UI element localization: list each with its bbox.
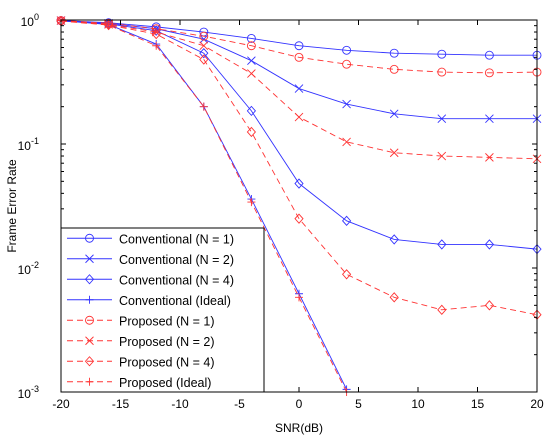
data-point [389, 48, 399, 58]
data-point [437, 304, 447, 315]
legend-swatch-marker [85, 254, 94, 264]
y-tick-label-exponent: -3 [31, 384, 39, 394]
y-axis-title: Frame Error Rate [5, 159, 19, 253]
data-point [484, 68, 494, 78]
legend-box [60, 227, 265, 393]
y-tick-label: 10-2 [18, 260, 39, 277]
y-tick-label: 10-3 [18, 384, 39, 401]
data-point [199, 102, 208, 111]
y-tick-label-exponent: 0 [34, 12, 39, 22]
data-point [437, 67, 447, 77]
data-point [437, 239, 447, 250]
y-tick-label: 100 [21, 12, 39, 29]
data-point [199, 54, 209, 65]
data-point [342, 59, 352, 69]
legend-swatch-marker [85, 233, 94, 243]
data-point [389, 148, 399, 158]
series-line [60, 20, 538, 250]
legend-swatch-marker [84, 356, 95, 367]
series-7 [56, 15, 542, 320]
data-point [199, 31, 209, 41]
data-point [246, 126, 257, 138]
data-point [389, 109, 399, 119]
data-point [485, 153, 494, 162]
x-tick-label: 20 [530, 397, 544, 411]
data-point [389, 64, 399, 74]
data-point [437, 151, 447, 161]
data-point [246, 33, 256, 43]
y-tick-label-base: 10 [18, 263, 32, 277]
data-point [151, 24, 161, 34]
data-point [342, 99, 351, 109]
legend-label: Conventional (N = 2) [119, 253, 234, 267]
y-tick-label-exponent: -2 [31, 260, 39, 270]
data-point [437, 49, 447, 59]
legend-swatch-marker [85, 295, 94, 304]
data-point [342, 45, 352, 55]
data-point [484, 50, 494, 60]
data-point [247, 69, 256, 78]
y-tick-label-base: 10 [21, 15, 35, 29]
data-point [342, 137, 351, 147]
legend-label: Conventional (N = 1) [119, 232, 234, 246]
y-tick-label-base: 10 [18, 387, 32, 401]
data-point [199, 41, 209, 51]
data-point [294, 41, 304, 51]
x-tick-label: 0 [296, 397, 303, 411]
data-point [104, 21, 113, 30]
x-tick-label: -5 [234, 397, 245, 411]
y-tick-label-exponent: -1 [31, 136, 39, 146]
data-point [246, 41, 256, 51]
legend-label: Proposed (N = 1) [119, 314, 215, 328]
data-point [341, 269, 352, 280]
legend-label: Proposed (N = 2) [119, 335, 215, 349]
data-point [484, 300, 495, 311]
data-point [437, 114, 447, 124]
x-tick-label: 10 [411, 397, 425, 411]
legend-label: Conventional (Ideal) [119, 294, 231, 308]
x-tick-label: -20 [52, 397, 70, 411]
y-tick-label: 10-1 [18, 136, 39, 153]
legend-label: Proposed (N = 4) [119, 355, 215, 369]
data-point [151, 28, 161, 40]
legend-swatch-marker [85, 336, 94, 346]
series-line [60, 20, 537, 56]
data-point [294, 52, 304, 62]
y-tick-label-base: 10 [18, 139, 32, 153]
legend: Conventional (N = 1) Conventional (N = 2)… [60, 227, 265, 393]
x-tick-label: -10 [171, 397, 189, 411]
legend-label: Proposed (Ideal) [119, 376, 211, 390]
legend-label: Conventional (N = 4) [119, 273, 234, 287]
data-point [152, 41, 161, 50]
x-tick-label: 15 [471, 397, 485, 411]
data-point [247, 56, 256, 65]
data-point [295, 293, 303, 302]
data-point [294, 213, 304, 224]
x-tick-label: -15 [112, 397, 130, 411]
data-point [199, 48, 209, 59]
data-point [151, 27, 161, 37]
data-point [485, 114, 494, 124]
data-point [294, 112, 304, 122]
legend-swatch-marker [84, 274, 95, 285]
data-point [246, 105, 257, 117]
data-point [199, 34, 209, 44]
data-point [484, 239, 495, 250]
series-line [60, 20, 538, 74]
data-point [103, 19, 114, 31]
legend-swatch-marker [85, 377, 94, 386]
series-line [60, 20, 538, 316]
data-point [341, 215, 352, 227]
x-axis-title: SNR(dB) [275, 421, 323, 435]
data-point [294, 178, 304, 189]
legend-swatch-marker [85, 315, 94, 325]
x-tick-label: 5 [355, 397, 362, 411]
data-point [389, 292, 399, 303]
data-point [389, 234, 399, 245]
data-point [294, 84, 304, 93]
data-point [247, 198, 256, 207]
